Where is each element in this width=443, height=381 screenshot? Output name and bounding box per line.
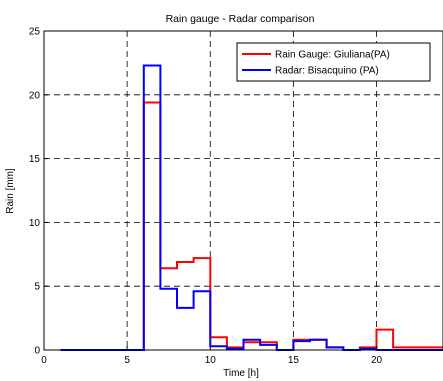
y-tick-label: 20	[29, 90, 41, 101]
x-axis-label: Time [h]	[223, 368, 259, 379]
x-tick-label: 5	[124, 355, 130, 366]
y-tick-label: 0	[34, 346, 40, 357]
legend-label: Rain Gauge: Giuliana(PA)	[275, 50, 390, 61]
plot-frame	[43, 30, 443, 351]
y-axis-label: Rain [mm]	[5, 168, 16, 214]
x-tick-label: 15	[288, 355, 300, 366]
series-lines	[60, 64, 443, 351]
chart-title: Rain gauge - Radar comparison	[166, 13, 315, 25]
series-line-2	[60, 64, 443, 351]
x-tick-label: 10	[205, 355, 217, 366]
x-axis-ticks: 0 5 10 15 20	[41, 346, 382, 366]
y-tick-label: 10	[29, 218, 41, 229]
y-tick-label: 5	[34, 282, 40, 293]
legend: Rain Gauge: Giuliana(PA) Radar: Bisacquin…	[236, 42, 431, 82]
y-axis-ticks: 0 5 10 15 20 25	[29, 27, 48, 357]
y-tick-label: 25	[29, 27, 41, 38]
x-tick-label: 0	[41, 355, 47, 366]
y-tick-label: 15	[29, 154, 41, 165]
series-line-1	[60, 101, 443, 351]
legend-label: Radar: Bisacquino (PA)	[275, 66, 379, 77]
x-tick-label: 20	[371, 355, 383, 366]
legend-box	[236, 42, 431, 82]
